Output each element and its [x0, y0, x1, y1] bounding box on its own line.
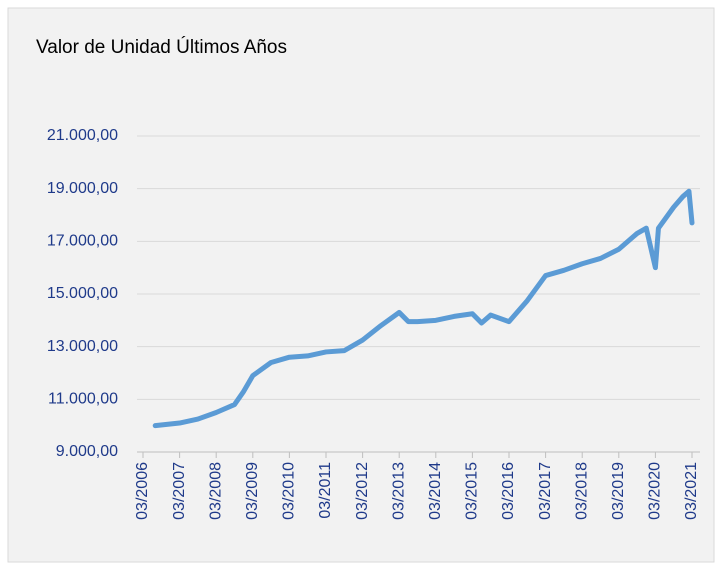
y-tick-label: 15.000,00: [47, 285, 118, 302]
y-tick-label: 17.000,00: [47, 233, 118, 250]
x-tick-label: 03/2011: [317, 462, 334, 519]
x-tick-label: 03/2009: [244, 462, 261, 520]
x-tick-label: 03/2015: [464, 462, 481, 520]
x-tick-label: 03/2020: [647, 462, 664, 520]
x-tick-label: 03/2008: [207, 462, 224, 520]
x-tick-label: 03/2006: [134, 462, 151, 520]
y-tick-label: 11.000,00: [48, 391, 118, 408]
y-tick-label: 13.000,00: [47, 338, 118, 355]
x-tick-label: 03/2021: [683, 462, 700, 520]
x-tick-label: 03/2012: [354, 462, 371, 520]
x-tick-label: 03/2014: [427, 462, 444, 520]
data-line: [152, 188, 695, 429]
x-tick-label: 03/2016: [500, 462, 517, 520]
y-tick-label: 19.000,00: [47, 180, 118, 197]
x-tick-label: 03/2007: [171, 462, 188, 520]
chart-title: Valor de Unidad Últimos Años: [36, 36, 287, 58]
y-tick-label: 21.000,00: [47, 127, 118, 144]
x-tick-label: 03/2019: [610, 462, 627, 520]
x-tick-label: 03/2018: [573, 462, 590, 520]
y-tick-label: 9.000,00: [56, 443, 118, 460]
x-tick-label: 03/2010: [281, 462, 298, 520]
chart-panel: [7, 7, 715, 563]
x-tick-label: 03/2013: [390, 462, 407, 520]
x-tick-label: 03/2017: [537, 462, 554, 520]
